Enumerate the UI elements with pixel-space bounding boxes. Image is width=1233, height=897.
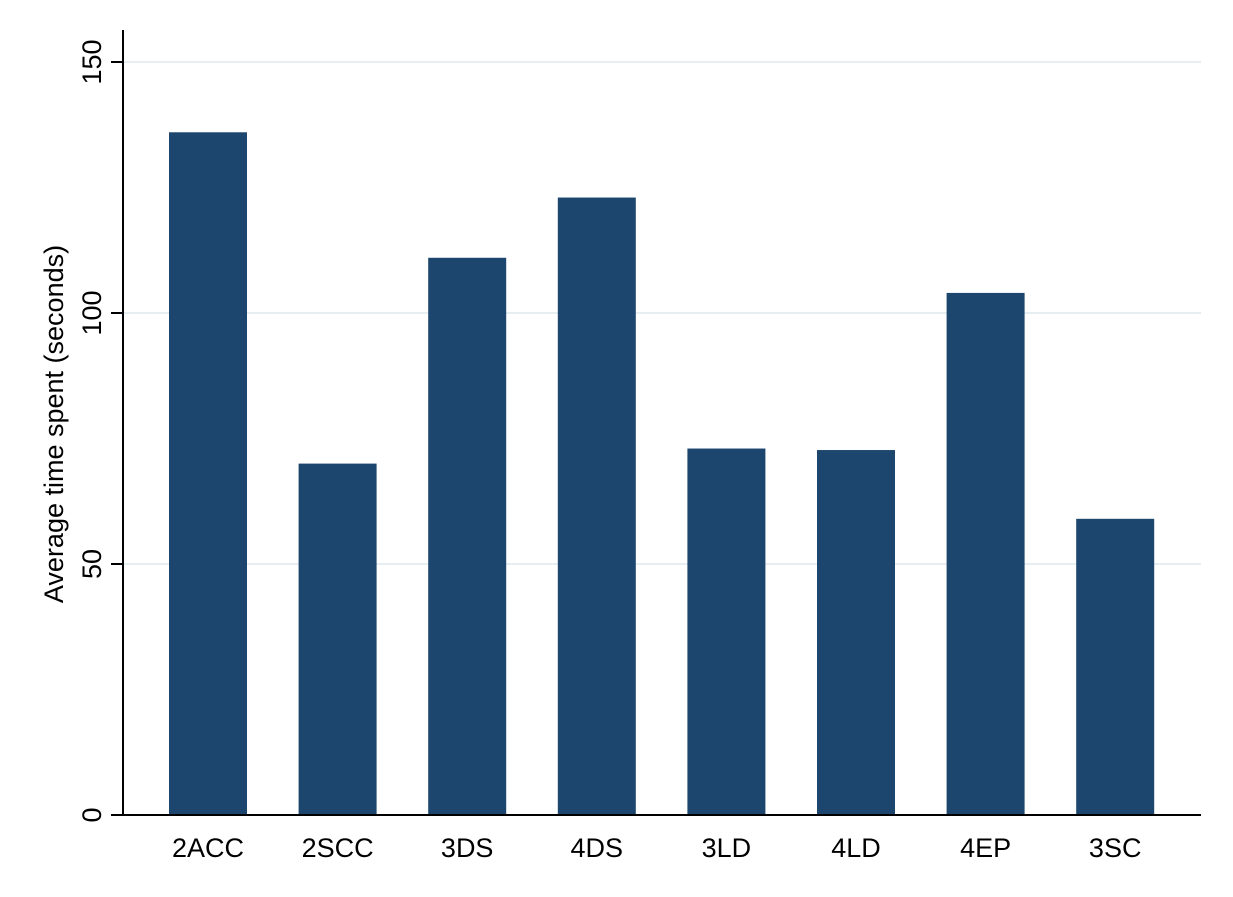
y-axis-title: Average time spent (seconds) <box>39 245 69 603</box>
y-tick-label-100: 100 <box>77 290 107 335</box>
x-tick-label-3LD: 3LD <box>702 833 752 863</box>
x-tick-label-4LD: 4LD <box>831 833 881 863</box>
x-tick-label-2SCC: 2SCC <box>302 833 374 863</box>
x-tick-label-3SC: 3SC <box>1089 833 1142 863</box>
bar-3SC <box>1076 518 1155 815</box>
y-tick-label-150: 150 <box>77 39 107 84</box>
bar-4DS <box>557 197 636 816</box>
x-tick-label-4EP: 4EP <box>960 833 1011 863</box>
x-tick-label-3DS: 3DS <box>441 833 494 863</box>
bar-3LD <box>687 448 766 815</box>
y-tick-label-50: 50 <box>77 549 107 579</box>
bar-4LD <box>817 450 895 815</box>
y-tick-label-0: 0 <box>77 807 107 822</box>
axes: 2ACC 2SCC 3DS 4DS 3LD 4LD 4EP 3SC 0 50 100 150 <box>77 30 1201 863</box>
bar-2ACC <box>169 132 247 815</box>
bar-3DS <box>428 257 507 815</box>
x-tick-label-4DS: 4DS <box>571 833 624 863</box>
bars <box>169 132 1155 816</box>
x-tick-label-2ACC: 2ACC <box>172 833 244 863</box>
bar-4EP <box>946 292 1025 815</box>
bar-2SCC <box>298 463 377 815</box>
